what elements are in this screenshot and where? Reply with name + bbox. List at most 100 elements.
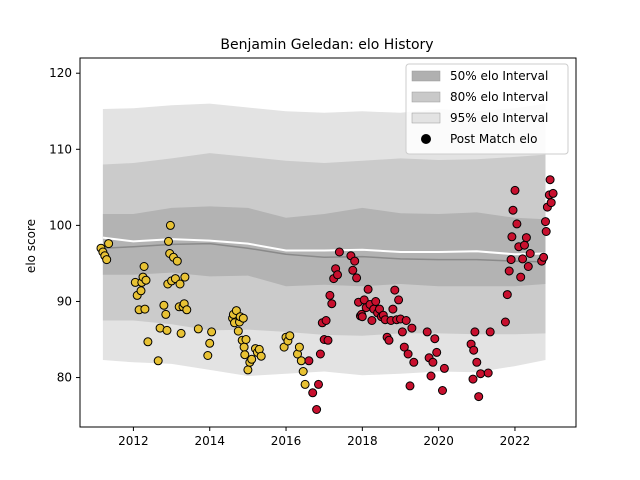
elo-point [205, 338, 215, 348]
elo-point [175, 279, 185, 289]
elo-point [348, 265, 358, 275]
elo-point [539, 252, 549, 262]
elo-point [469, 345, 479, 355]
elo-point [102, 255, 112, 265]
legend-label: Post Match elo [450, 132, 537, 146]
elo-point [512, 219, 522, 229]
elo-point [485, 327, 495, 337]
elo-point [432, 347, 442, 357]
plot-frame [79, 57, 577, 428]
elo-point [159, 300, 169, 310]
elo-point [518, 254, 528, 264]
elo-point [426, 371, 436, 381]
axes: 2012 2014 2016 2018 2020 2022 80 90 100 110 120 [49, 57, 577, 448]
elo-point [256, 351, 266, 361]
x-tick-label: 2012 [118, 434, 149, 448]
y-tick-label: 110 [49, 142, 72, 156]
elo-point [241, 335, 251, 344]
elo-point [207, 327, 217, 337]
band-50 [102, 206, 546, 287]
elo-point [300, 379, 310, 389]
elo-point [430, 334, 440, 344]
elo-point [304, 356, 314, 366]
legend-swatch [411, 70, 441, 82]
elo-point [308, 388, 318, 398]
elo-point [541, 217, 550, 227]
elo-point [470, 327, 480, 337]
elo-point [403, 349, 413, 359]
elo-point [468, 374, 478, 384]
elo-point [388, 304, 398, 314]
elo-point [397, 327, 407, 337]
elo-point [541, 227, 551, 236]
elo-point [390, 285, 400, 295]
elo-point [143, 337, 153, 347]
x-tick-label: 2016 [271, 434, 302, 448]
chart-title: Benjamin Geledan: elo History [220, 37, 433, 53]
elo-point [315, 349, 325, 359]
elo-point [548, 188, 558, 198]
elo-point [520, 240, 529, 250]
elo-point [352, 273, 362, 283]
elo-point [422, 327, 432, 337]
elo-point [164, 236, 173, 246]
elo-point [502, 290, 512, 300]
elo-point [294, 342, 304, 352]
elo-point [161, 309, 171, 319]
legend-swatch [411, 112, 441, 124]
plot-area [96, 103, 558, 414]
elo-point [476, 369, 486, 379]
legend-label: 50% elo Interval [450, 69, 548, 83]
elo-point [321, 316, 331, 325]
y-tick-label: 120 [49, 66, 72, 80]
elo-point [407, 323, 417, 333]
elo-point [296, 356, 306, 366]
y-axis-label: elo score [24, 219, 38, 273]
elo-point [545, 175, 555, 185]
elo-point [233, 326, 243, 336]
legend-marker [421, 134, 431, 144]
legend-label: 80% elo Interval [450, 90, 548, 104]
y-tick-label: 100 [49, 218, 72, 232]
elo-point [504, 266, 514, 276]
elo-point [399, 342, 409, 352]
elo-point [506, 255, 516, 265]
elo-point [428, 357, 438, 367]
y-tick-label: 80 [57, 371, 72, 385]
elo-point [367, 316, 377, 325]
elo-point [334, 247, 344, 257]
legend-box [405, 63, 569, 155]
elo-point [239, 342, 249, 352]
elo-point [472, 357, 482, 367]
elo-point [314, 379, 323, 389]
elo-point [401, 316, 411, 325]
elo-point [521, 233, 531, 243]
elo-point [162, 325, 172, 335]
elo-point [474, 392, 484, 402]
elo-point [136, 286, 146, 296]
y-tick-label: 90 [57, 294, 72, 308]
elo-point [165, 220, 175, 230]
elo-point [298, 367, 308, 376]
x-tick-label: 2022 [500, 434, 531, 448]
elo-point [507, 232, 517, 242]
x-tick-label: 2020 [423, 434, 454, 448]
elo-point [483, 368, 493, 378]
elo-point [312, 405, 322, 414]
elo-point [243, 365, 253, 375]
elo-point [438, 386, 447, 395]
elo-point [238, 313, 248, 323]
elo-point [139, 262, 149, 271]
elo-point [203, 351, 213, 360]
elo-point [176, 328, 186, 338]
elo-point [333, 270, 342, 280]
elo-point [525, 249, 535, 258]
elo-point [182, 305, 192, 315]
elo-point [510, 185, 520, 195]
x-tick-label: 2018 [347, 434, 378, 448]
legend: 50% elo Interval 80% elo Interval 95% elo … [405, 63, 569, 155]
elo-point [172, 256, 182, 266]
elo-point [405, 381, 415, 391]
elo-point [384, 335, 394, 345]
